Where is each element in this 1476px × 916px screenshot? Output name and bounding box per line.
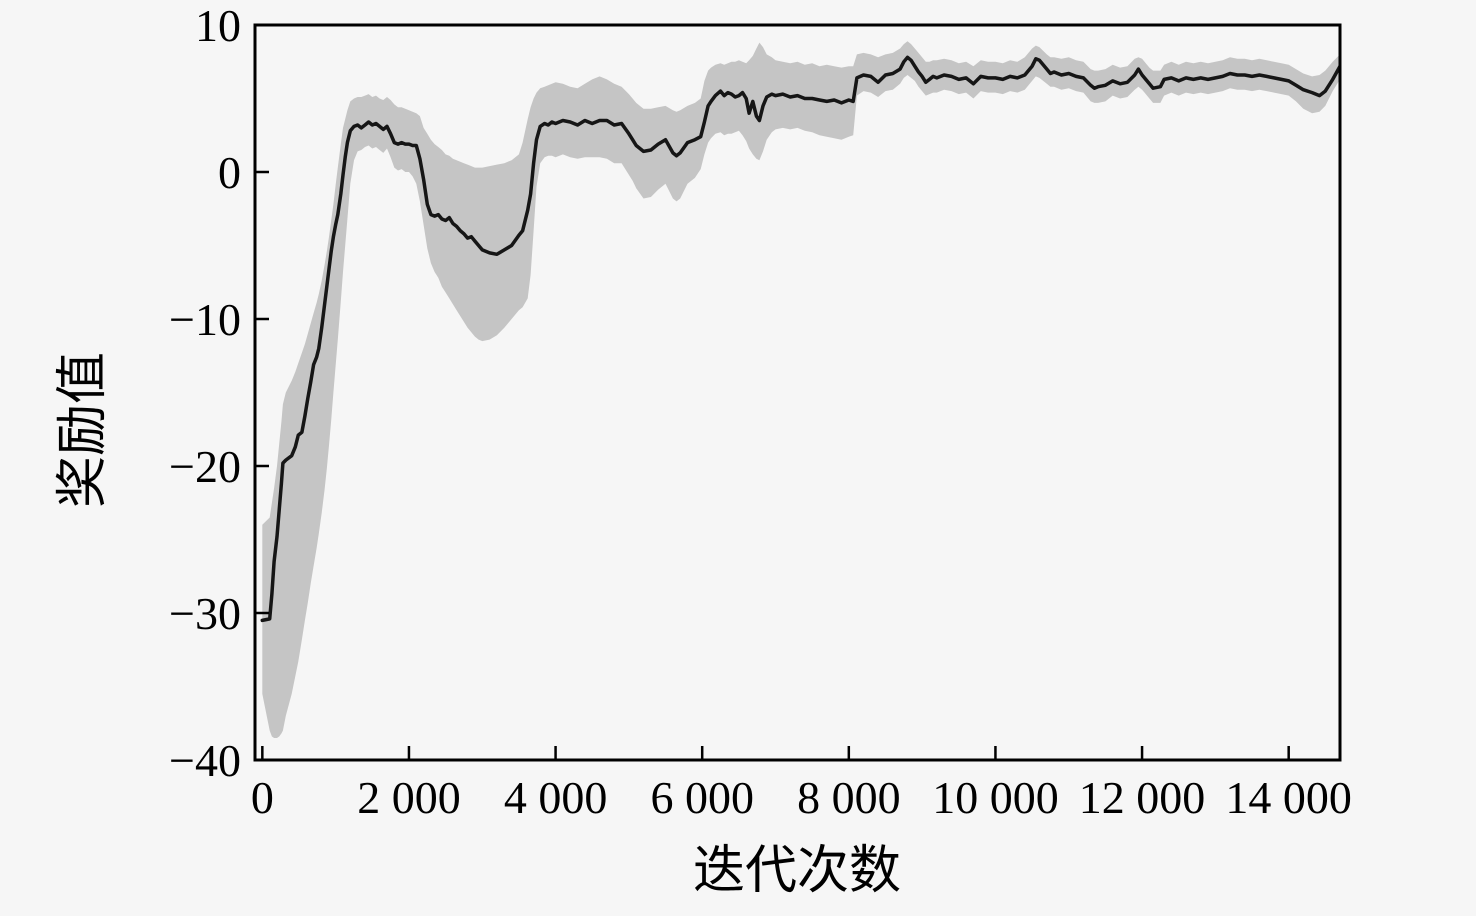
mean-reward-line (260, 55, 1340, 623)
x-tick-label: 0 (251, 772, 274, 823)
confidence-band-layer (262, 41, 1340, 738)
y-tick-label: −40 (169, 735, 241, 786)
y-tick-label: −30 (169, 588, 241, 639)
x-tick-label: 10 000 (932, 772, 1059, 823)
x-tick-label: 8 000 (797, 772, 901, 823)
y-tick-label: −20 (169, 441, 241, 492)
confidence-band (262, 41, 1340, 738)
y-tick-label: −10 (169, 294, 241, 345)
x-tick-label: 14 000 (1225, 772, 1352, 823)
y-axis-ticks: 10 0 −10 −20 −30 −40 (169, 0, 269, 786)
x-axis-ticks: 0 2 000 4 000 6 000 8 000 10 000 12 000 14 000 (251, 746, 1352, 823)
mean-line-layer (260, 55, 1340, 623)
y-tick-label: 0 (218, 147, 241, 198)
x-tick-label: 2 000 (357, 772, 461, 823)
y-tick-label: 10 (195, 0, 241, 51)
x-tick-label: 12 000 (1079, 772, 1206, 823)
x-tick-label: 4 000 (504, 772, 608, 823)
x-tick-label: 6 000 (650, 772, 754, 823)
x-axis-title: 迭代次数 (693, 843, 901, 900)
y-axis-title: 奖励值 (55, 352, 112, 508)
plot-frame (253, 23, 1342, 762)
